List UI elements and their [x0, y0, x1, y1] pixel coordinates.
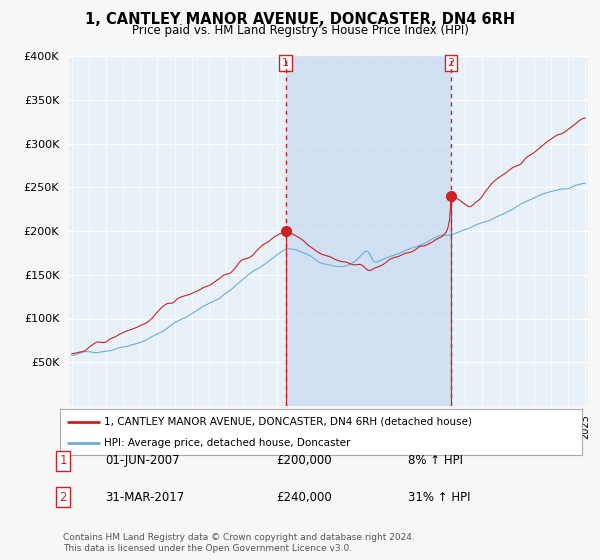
Text: Price paid vs. HM Land Registry's House Price Index (HPI): Price paid vs. HM Land Registry's House … — [131, 24, 469, 37]
Text: 2: 2 — [59, 491, 67, 504]
Text: 01-JUN-2007: 01-JUN-2007 — [105, 454, 179, 468]
Text: 8% ↑ HPI: 8% ↑ HPI — [408, 454, 463, 468]
Text: HPI: Average price, detached house, Doncaster: HPI: Average price, detached house, Donc… — [104, 438, 351, 448]
Text: 1, CANTLEY MANOR AVENUE, DONCASTER, DN4 6RH (detached house): 1, CANTLEY MANOR AVENUE, DONCASTER, DN4 … — [104, 417, 472, 427]
Text: £240,000: £240,000 — [276, 491, 332, 504]
Text: 31% ↑ HPI: 31% ↑ HPI — [408, 491, 470, 504]
Text: 31-MAR-2017: 31-MAR-2017 — [105, 491, 184, 504]
Text: £200,000: £200,000 — [276, 454, 332, 468]
Text: 1: 1 — [59, 454, 67, 468]
Bar — [286, 56, 451, 406]
Text: 1: 1 — [282, 58, 289, 68]
Text: 2: 2 — [448, 58, 455, 68]
Text: Contains HM Land Registry data © Crown copyright and database right 2024.
This d: Contains HM Land Registry data © Crown c… — [63, 533, 415, 553]
Text: 1, CANTLEY MANOR AVENUE, DONCASTER, DN4 6RH: 1, CANTLEY MANOR AVENUE, DONCASTER, DN4 … — [85, 12, 515, 27]
